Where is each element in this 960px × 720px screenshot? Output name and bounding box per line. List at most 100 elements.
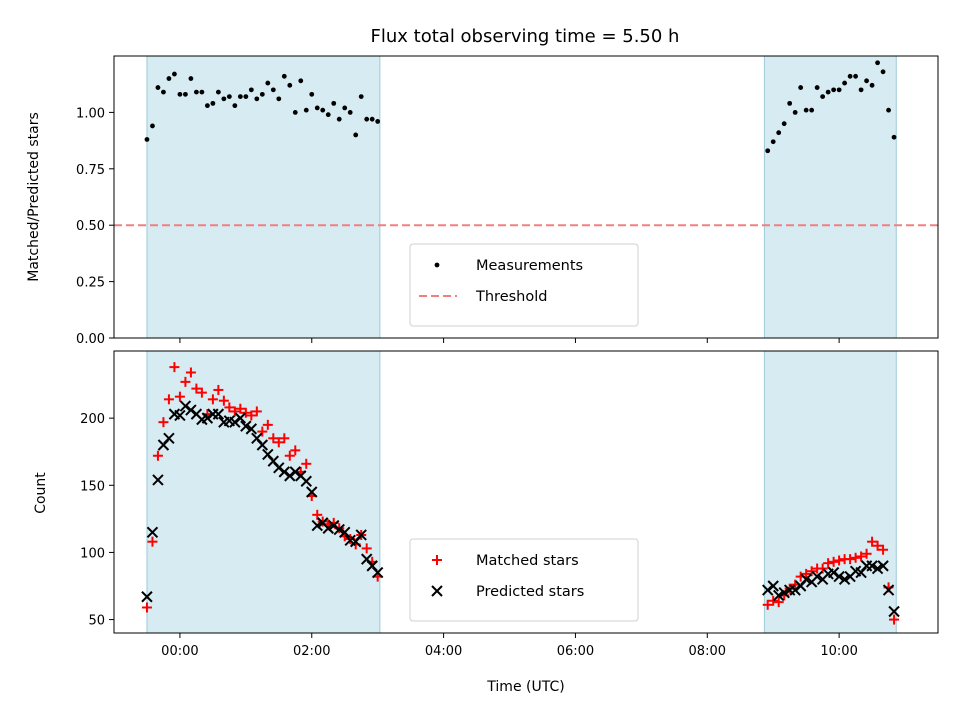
data-point [185,404,197,416]
data-point [825,89,831,95]
shaded-interval-1 [763,55,897,339]
data-point [371,566,384,579]
data-point [179,400,192,412]
data-point [867,536,878,547]
data-point [787,100,793,106]
data-point [235,403,246,414]
data-point [781,121,787,127]
x-tick-label: 02:00 [293,644,330,659]
data-point [773,597,784,608]
data-point [262,419,273,430]
data-point [232,103,238,109]
data-point [820,94,826,100]
data-point [213,384,224,395]
data-point [831,87,837,93]
data-point [803,107,809,113]
data-point [279,433,290,444]
data-point [847,73,853,79]
data-point [761,584,774,596]
data-point [328,519,340,532]
data-point [281,73,287,79]
data-point [226,94,232,100]
data-point [762,599,773,610]
data-point [767,580,779,592]
data-point [369,116,375,122]
data-point [199,89,205,95]
data-point [243,94,249,100]
data-point [866,560,878,572]
data-point [778,587,790,599]
data-point [888,605,900,618]
data-point [152,450,163,461]
data-point [845,554,856,565]
data-point [355,529,367,541]
data-point [172,71,177,77]
data-point [177,91,183,97]
data-point [152,474,164,486]
data-point [856,551,867,562]
chart-title: Flux total observing time = 5.50 h [371,26,680,47]
legend-label: Measurements [476,258,583,274]
data-point [180,376,191,387]
data-point [325,112,331,118]
legend: Measurements Threshold [409,243,639,327]
data-point [166,76,172,81]
data-point [174,391,185,402]
data-point [322,522,334,534]
legend-marker [431,585,443,597]
data-point [248,87,254,93]
legend-marker [432,555,442,565]
data-point [201,412,214,424]
data-point [240,407,251,418]
y-tick-label: 0.25 [76,276,105,291]
data-point [306,486,318,498]
data-point [287,82,293,88]
data-point [270,87,276,93]
data-point [289,466,301,478]
data-point [254,96,260,102]
data-point [150,123,155,129]
top-panel: 0.00 0.25 0.50 0.75 1.00 Matched/Predicted st… [26,55,939,347]
series-predicted-stars [141,400,900,618]
data-point [212,408,225,420]
data-point [183,91,188,97]
legend-label: Threshold [475,289,547,305]
data-point [772,589,785,602]
data-point [210,100,216,106]
data-point [257,426,268,437]
data-point [237,94,243,100]
data-point [163,394,174,405]
data-point [163,432,175,444]
data-point [276,96,282,102]
y-tick-label: 1.00 [76,106,105,121]
data-point [191,383,202,394]
data-point [245,423,258,435]
data-point [833,570,845,583]
data-point [314,105,320,111]
data-point [375,119,381,124]
data-point [878,544,889,555]
axes-frame [113,350,939,634]
data-point [207,394,218,405]
data-point [215,89,221,95]
data-point [240,420,252,432]
data-point [234,412,247,424]
x-tick-label: 04:00 [425,644,462,659]
data-point [871,562,884,575]
bottom-panel: 50 100 150 200 00:00 02:00 04:00 06:00 08:00 10:0… [33,350,939,695]
data-point [246,410,257,421]
data-point [801,568,812,579]
data-point [320,107,326,113]
legend-label: Matched stars [476,553,579,569]
data-point [792,110,798,115]
data-point [353,132,359,138]
data-point [251,406,262,417]
series-measurements [144,60,897,154]
y-tick-label: 0.00 [76,332,105,347]
data-point [188,76,194,81]
data-point [268,433,279,444]
axes-frame [113,55,939,339]
data-point [229,416,241,428]
data-point [798,85,804,90]
